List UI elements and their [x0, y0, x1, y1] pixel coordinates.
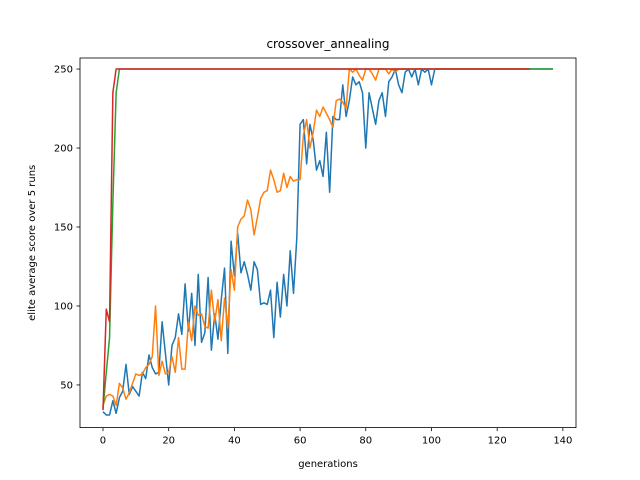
y-axis-label: elite average score over 5 runs [27, 165, 38, 321]
x-tick-label: 120 [488, 436, 507, 447]
y-tick-label: 150 [54, 223, 73, 234]
x-tick-label: 140 [553, 436, 572, 447]
x-axis-ticks: 0 20 40 60 80 100 120 140 [100, 427, 572, 447]
series-layer [102, 68, 554, 416]
x-axis-label: generations [298, 459, 358, 470]
y-tick-label: 200 [54, 144, 73, 155]
x-tick-label: 100 [422, 436, 441, 447]
series-line-1 [102, 68, 554, 416]
chart-title: crossover_annealing [266, 37, 389, 51]
x-tick-label: 60 [294, 436, 307, 447]
x-tick-label: 0 [100, 436, 106, 447]
y-tick-label: 100 [54, 301, 73, 312]
series-line-4 [102, 68, 531, 411]
y-tick-label: 250 [54, 65, 73, 76]
x-tick-label: 20 [162, 436, 175, 447]
plot-frame [79, 57, 577, 429]
x-tick-label: 80 [359, 436, 372, 447]
x-tick-label: 40 [228, 436, 241, 447]
y-axis-ticks: 50 100 150 200 250 [54, 65, 80, 391]
y-tick-label: 50 [60, 380, 73, 391]
